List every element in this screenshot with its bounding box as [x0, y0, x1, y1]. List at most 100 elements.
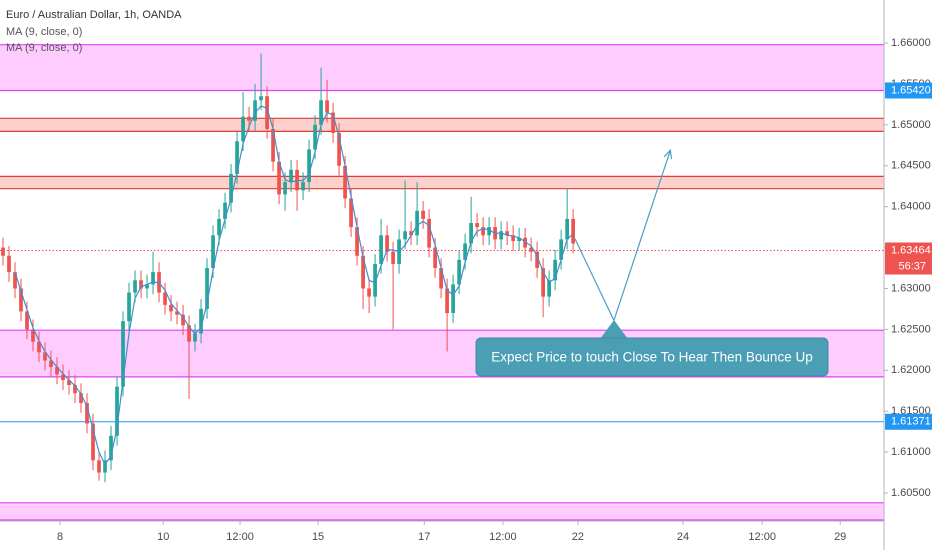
y-tick-label: 1.61000	[891, 446, 931, 458]
candle-body	[421, 210, 425, 219]
candle-body	[523, 237, 527, 248]
candle-body	[91, 423, 95, 461]
countdown-box	[885, 258, 932, 275]
price-label: 1.63464	[891, 244, 931, 256]
candle-body	[67, 380, 71, 386]
zone	[0, 118, 884, 132]
candle-body	[457, 259, 461, 285]
candle-body	[271, 128, 275, 162]
candle-body	[559, 239, 563, 260]
candle-body	[325, 100, 329, 113]
candle-body	[433, 247, 437, 269]
candle-body	[385, 235, 389, 252]
candle-body	[151, 272, 155, 285]
axes: 1.605001.610001.615001.620001.625001.630…	[57, 37, 932, 543]
candle-body	[133, 280, 137, 293]
candle-body	[175, 311, 179, 315]
candle-body	[205, 268, 209, 309]
candle-body	[475, 223, 479, 228]
candle-body	[241, 116, 245, 142]
candle-body	[547, 280, 551, 297]
candle-body	[409, 231, 413, 236]
candle-body	[487, 227, 491, 236]
candle-body	[49, 360, 53, 368]
candle-body	[223, 202, 227, 219]
zone	[0, 44, 884, 91]
candle-body	[247, 116, 251, 121]
candle-body	[511, 235, 515, 242]
candle-body	[565, 218, 569, 240]
candle-body	[505, 231, 509, 236]
y-tick-label: 1.66000	[891, 37, 931, 49]
zone	[0, 502, 884, 521]
candle-body	[181, 314, 185, 326]
candle-body	[571, 218, 575, 244]
candle-body	[259, 96, 263, 101]
candle-body	[145, 284, 149, 289]
candle-body	[55, 367, 59, 375]
candle-body	[85, 403, 89, 424]
indicator-label: MA (9, close, 0)	[6, 42, 82, 54]
x-tick-label: 12:00	[489, 531, 517, 543]
annotation-layer: Expect Price to touch Close To Hear Then…	[475, 320, 829, 377]
x-tick-label: 12:00	[226, 531, 254, 543]
candle-body	[61, 374, 65, 381]
candle-body	[541, 268, 545, 297]
callout-text: Expect Price to touch Close To Hear Then…	[491, 350, 812, 365]
callout-box	[475, 337, 829, 377]
candle-body	[469, 223, 473, 244]
candle-body	[367, 288, 371, 297]
candle-body	[403, 231, 407, 240]
candle-body	[235, 141, 239, 174]
candle-body	[139, 280, 143, 289]
x-tick-label: 22	[572, 531, 584, 543]
y-tick-label: 1.63000	[891, 282, 931, 294]
candle-body	[373, 263, 377, 297]
indicator-label: MA (9, close, 0)	[6, 26, 82, 38]
x-tick-label: 17	[418, 531, 430, 543]
candle-body	[439, 268, 443, 289]
candle-body	[109, 435, 113, 461]
candle-body	[343, 165, 347, 199]
candle-body	[277, 161, 281, 195]
candle-body	[451, 284, 455, 314]
candle-body	[79, 393, 83, 404]
x-tick-label: 15	[312, 531, 324, 543]
y-tick-label: 1.65000	[891, 119, 931, 131]
candle-body	[217, 218, 221, 236]
candle-body	[301, 182, 305, 191]
candle-body	[187, 325, 191, 342]
candle-body	[445, 288, 449, 314]
x-tick-label: 10	[157, 531, 169, 543]
candle-body	[355, 227, 359, 256]
candle-body	[193, 333, 197, 342]
candle-body	[211, 235, 215, 269]
candle-body	[169, 304, 173, 312]
price-label-box	[885, 82, 932, 99]
candle-body	[199, 308, 203, 334]
candle-body	[427, 218, 431, 248]
candle-body	[481, 227, 485, 236]
candle-body	[517, 237, 521, 242]
candle-body	[7, 255, 11, 273]
x-tick-label: 29	[834, 531, 846, 543]
candle-body	[73, 385, 77, 394]
candle-body	[553, 259, 557, 281]
candle-body	[229, 173, 233, 203]
candle-body	[25, 311, 29, 330]
candle-body	[43, 352, 47, 361]
candle-body	[265, 96, 269, 129]
candle-body	[127, 292, 131, 322]
candle-body	[391, 251, 395, 264]
x-tick-label: 8	[57, 531, 63, 543]
chart-title: Euro / Australian Dollar, 1h, OANDA	[6, 9, 182, 21]
candle-body	[319, 100, 323, 125]
y-tick-label: 1.64500	[891, 160, 931, 172]
candle-body	[415, 210, 419, 236]
candle-body	[103, 460, 107, 473]
candle-body	[31, 329, 35, 342]
candle-body	[463, 243, 467, 260]
candle-body	[37, 341, 41, 353]
